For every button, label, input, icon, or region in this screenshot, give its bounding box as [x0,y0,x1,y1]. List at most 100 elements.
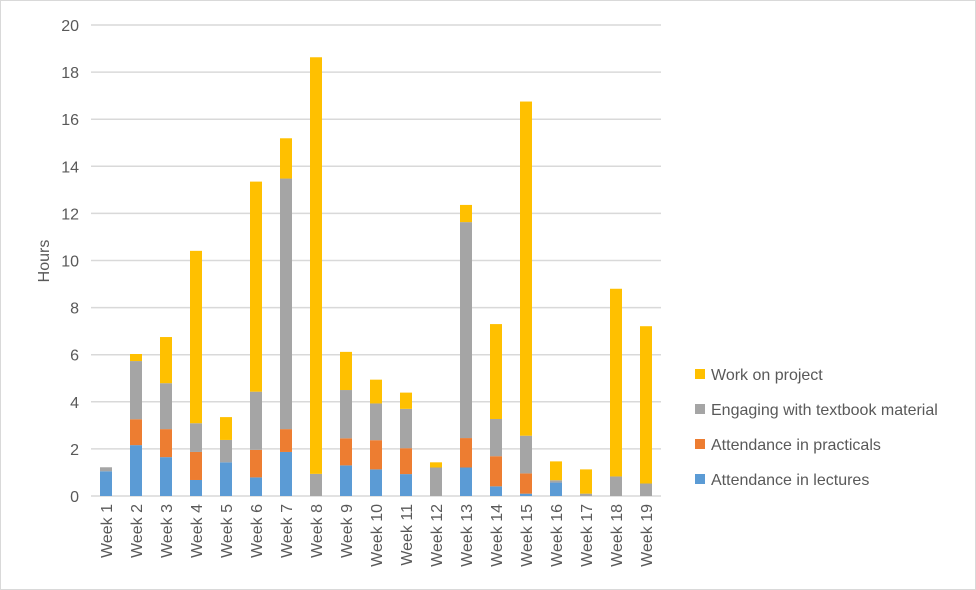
x-tick-label: Week 16 [549,504,566,567]
x-tick-label: Week 8 [309,504,326,558]
bar-segment-attendance-in-lectures [190,479,202,496]
legend-swatch [695,439,705,449]
bar-segment-work-on-project [490,324,502,419]
x-tick-label: Week 11 [399,504,416,566]
legend-label: Engaging with textbook material [711,402,938,419]
bar-segment-attendance-in-practicals [280,429,292,452]
bar-segment-work-on-project [310,57,322,474]
y-tick-label: 16 [61,112,79,129]
y-tick-label: 4 [70,395,79,412]
y-tick-label: 2 [70,442,79,459]
bar-segment-work-on-project [340,351,352,391]
bar-segment-attendance-in-lectures [460,467,472,496]
x-tick-label: Week 13 [459,504,476,567]
x-tick-label: Week 17 [579,504,596,567]
bar-segment-engaging-with-textbook-material [280,178,292,430]
y-tick-label: 14 [61,159,79,176]
x-tick-label: Week 4 [189,504,206,558]
y-tick-label: 10 [61,254,79,271]
bar-segment-engaging-with-textbook-material [190,423,202,452]
legend-label: Work on project [711,367,823,384]
bar-segment-engaging-with-textbook-material [340,390,352,439]
legend-swatch [695,404,705,414]
bar-segment-work-on-project [400,392,412,409]
bar-segment-work-on-project [610,288,622,477]
bar-segment-attendance-in-practicals [190,451,202,480]
bar-segment-attendance-in-lectures [280,451,292,496]
bar-segment-work-on-project [370,379,382,404]
x-tick-label: Week 7 [279,504,296,558]
bar-segment-engaging-with-textbook-material [250,391,262,450]
bars [100,57,652,496]
bar-segment-attendance-in-lectures [370,469,382,496]
bar-segment-engaging-with-textbook-material [400,408,412,449]
bar-segment-work-on-project [580,469,592,494]
bar-segment-engaging-with-textbook-material [490,418,502,457]
bar-segment-attendance-in-practicals [460,438,472,468]
bar-segment-work-on-project [160,337,172,384]
legend-item: Attendance in practicals [695,437,881,454]
y-axis-ticks: 0 2 4 6 8 10 12 14 16 18 20 [61,18,79,506]
y-tick-label: 18 [61,65,79,82]
x-tick-label: Week 5 [219,504,236,558]
x-tick-label: Week 2 [129,504,146,558]
bar-segment-attendance-in-lectures [520,493,532,496]
bar-segment-engaging-with-textbook-material [520,435,532,474]
x-tick-label: Week 12 [429,504,446,567]
y-tick-label: 0 [70,489,79,506]
bar-segment-engaging-with-textbook-material [460,222,472,439]
gridlines [91,24,661,497]
bar-segment-engaging-with-textbook-material [370,403,382,441]
x-tick-label: Week 14 [489,504,506,567]
bar-segment-engaging-with-textbook-material [580,493,592,496]
bar-segment-attendance-in-practicals [340,438,352,466]
legend: Work on project Engaging with textbook ma… [695,367,938,489]
bar-segment-engaging-with-textbook-material [550,480,562,483]
bar-segment-engaging-with-textbook-material [130,361,142,420]
y-tick-label: 8 [70,301,79,318]
bar-segment-attendance-in-lectures [490,486,502,496]
legend-item: Work on project [695,367,823,384]
bar-segment-work-on-project [220,417,232,440]
bar-segment-engaging-with-textbook-material [100,467,112,472]
bar-segment-attendance-in-practicals [250,449,262,478]
bar-segment-attendance-in-practicals [400,448,412,475]
x-tick-label: Week 19 [639,504,656,567]
bar-segment-attendance-in-practicals [370,440,382,470]
legend-item: Engaging with textbook material [695,402,938,419]
bar-segment-work-on-project [280,138,292,179]
x-tick-label: Week 9 [339,504,356,558]
bar-segment-work-on-project [550,461,562,481]
legend-swatch [695,474,705,484]
bar-segment-attendance-in-lectures [400,474,412,496]
bar-segment-attendance-in-practicals [520,473,532,494]
legend-label: Attendance in practicals [711,437,881,454]
bar-segment-attendance-in-lectures [250,477,262,496]
y-tick-label: 6 [70,348,79,365]
bar-segment-engaging-with-textbook-material [220,439,232,463]
x-tick-label: Week 10 [369,504,386,567]
bar-segment-engaging-with-textbook-material [310,473,322,496]
legend-item: Attendance in lectures [695,472,869,489]
bar-segment-work-on-project [460,204,472,223]
bar-segment-engaging-with-textbook-material [160,383,172,430]
y-tick-label: 20 [61,18,79,35]
x-tick-label: Week 15 [519,504,536,567]
bar-segment-engaging-with-textbook-material [610,476,622,496]
y-tick-label: 12 [61,206,79,223]
bar-segment-attendance-in-lectures [130,445,142,496]
bar-segment-work-on-project [190,250,202,424]
bar-segment-work-on-project [130,353,142,362]
x-tick-label: Week 3 [159,504,176,558]
legend-label: Attendance in lectures [711,472,869,489]
bar-segment-attendance-in-practicals [130,419,142,446]
bar-segment-engaging-with-textbook-material [640,483,652,496]
legend-swatch [695,369,705,379]
y-axis-label: Hours [36,240,53,283]
bar-segment-work-on-project [250,181,262,392]
x-axis-ticks: Week 1 Week 2 Week 3 Week 4 Week 5 Week 6 Week… [99,504,656,567]
bar-segment-attendance-in-lectures [220,462,232,496]
bar-segment-attendance-in-lectures [340,465,352,496]
